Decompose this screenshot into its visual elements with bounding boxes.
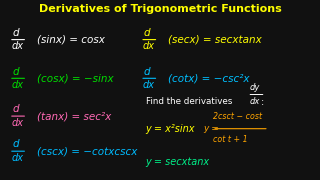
- Text: d: d: [144, 67, 151, 76]
- Text: d: d: [13, 104, 20, 114]
- Text: Derivatives of Trigonometric Functions: Derivatives of Trigonometric Functions: [39, 4, 281, 15]
- Text: :: :: [261, 97, 264, 107]
- Text: dx: dx: [11, 80, 23, 90]
- Text: cot t + 1: cot t + 1: [213, 135, 247, 144]
- Text: (secx) = secxtanx: (secx) = secxtanx: [168, 35, 262, 45]
- Text: (cosx) = −sinx: (cosx) = −sinx: [37, 73, 113, 83]
- Text: dx: dx: [142, 80, 155, 90]
- Text: d: d: [13, 140, 20, 149]
- Text: y =: y =: [203, 124, 219, 133]
- Text: dx: dx: [11, 153, 23, 163]
- Text: dx: dx: [11, 41, 23, 51]
- Text: (cscx) = −cotxcscx: (cscx) = −cotxcscx: [37, 146, 137, 156]
- Text: d: d: [13, 67, 20, 76]
- Text: 2csct − cost: 2csct − cost: [213, 112, 262, 121]
- Text: (cotx) = −csc²x: (cotx) = −csc²x: [168, 73, 250, 83]
- Text: (sinx) = cosx: (sinx) = cosx: [37, 35, 105, 45]
- Text: d: d: [144, 28, 151, 38]
- Text: d: d: [13, 28, 20, 38]
- Text: y = x²sinx: y = x²sinx: [146, 124, 195, 134]
- Text: dx: dx: [11, 118, 23, 128]
- Text: (tanx) = sec²x: (tanx) = sec²x: [37, 111, 111, 121]
- Text: dx: dx: [142, 41, 155, 51]
- Text: dy: dy: [250, 83, 260, 92]
- Text: y = secxtanx: y = secxtanx: [146, 157, 210, 167]
- Text: dx: dx: [250, 97, 260, 106]
- Text: Find the derivatives: Find the derivatives: [146, 97, 232, 106]
